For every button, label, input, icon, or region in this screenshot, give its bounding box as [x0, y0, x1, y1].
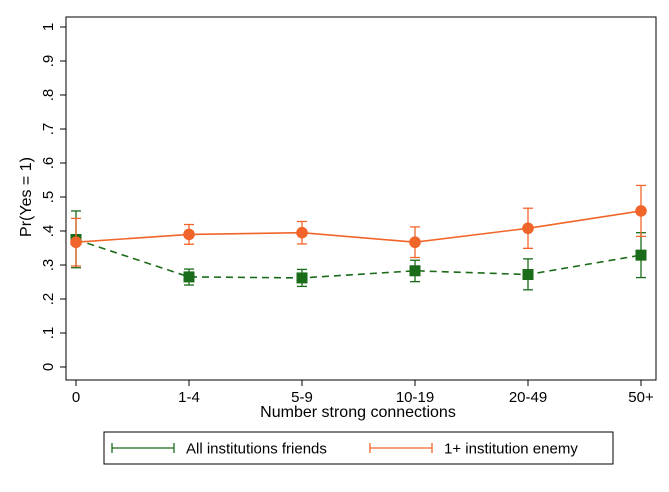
data-point — [183, 228, 195, 241]
series-layer — [70, 184, 647, 291]
x-tick-label: 20-49 — [509, 389, 547, 406]
data-point — [70, 236, 82, 249]
y-tick-label: .5 — [40, 191, 57, 204]
data-point — [296, 272, 308, 284]
y-tick-label: .3 — [40, 259, 57, 272]
x-tick-label: 10-19 — [396, 389, 434, 406]
y-tick-label: .1 — [40, 327, 57, 340]
series-line — [75, 238, 642, 279]
series-line — [75, 210, 642, 244]
data-point — [296, 226, 308, 239]
data-point — [635, 249, 647, 261]
plot-area — [65, 16, 657, 381]
legend: All institutions friends 1+ institution e… — [103, 431, 614, 465]
y-tick-label: .7 — [40, 123, 57, 136]
data-point — [635, 205, 647, 217]
y-tick-label: 0 — [40, 363, 57, 371]
data-point — [522, 269, 534, 281]
legend-label: All institutions friends — [186, 441, 327, 458]
series-2 — [70, 184, 647, 267]
data-point — [409, 265, 421, 277]
data-point — [183, 271, 195, 283]
y-tick-label: 1 — [40, 23, 57, 31]
y-tick-label: .6 — [40, 157, 57, 170]
legend-box — [103, 431, 614, 465]
x-tick-label: 0 — [72, 389, 80, 406]
x-tick-label: 1-4 — [178, 389, 200, 406]
plot-frame — [65, 16, 657, 381]
y-axis-label: Pr(Yes = 1) — [18, 157, 35, 237]
x-axis-label: Number strong connections — [260, 404, 456, 421]
x-tick-label: 50+ — [628, 389, 654, 406]
axes: 0 .1 .2 .3 .4 .5 .6 .7 .8 .9 1 0 1-4 5-9 10-19 20-49 50+ — [40, 23, 654, 406]
data-point — [409, 236, 421, 249]
y-tick-label: .4 — [40, 225, 57, 238]
data-point — [522, 222, 534, 235]
legend-label: 1+ institution enemy — [444, 441, 578, 458]
y-tick-label: .9 — [40, 55, 57, 68]
y-tick-label: .8 — [40, 89, 57, 102]
y-tick-label: .2 — [40, 293, 57, 306]
x-tick-label: 5-9 — [291, 389, 313, 406]
